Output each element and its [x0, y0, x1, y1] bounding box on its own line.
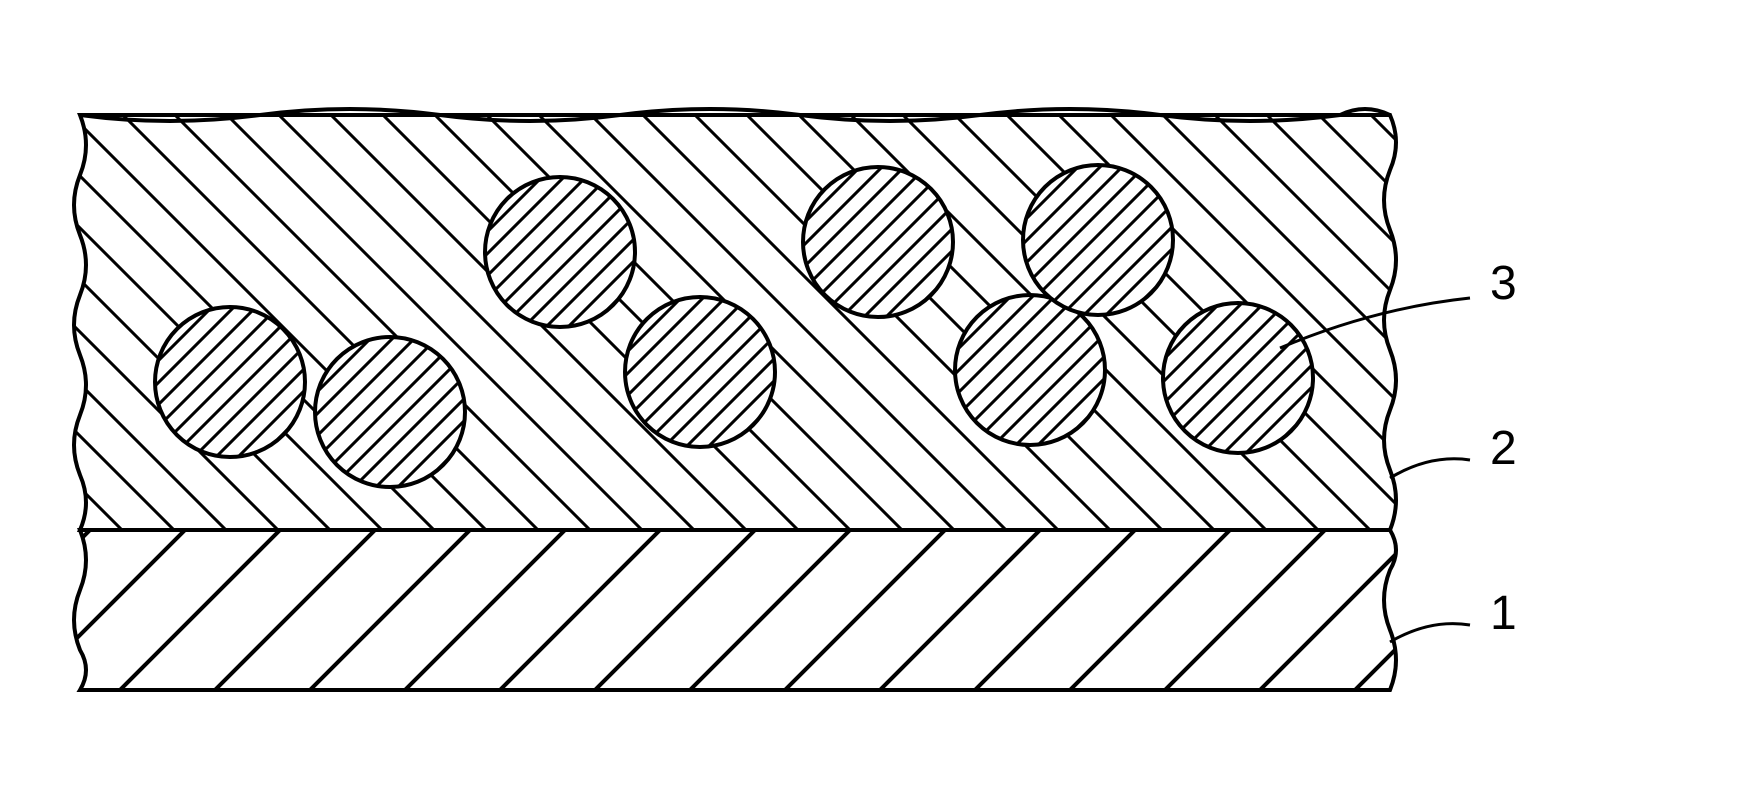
label-1: 1 — [1490, 586, 1517, 641]
label-3: 3 — [1490, 256, 1517, 311]
cross-section-diagram: 3 2 1 — [20, 20, 1558, 784]
label-2: 2 — [1490, 421, 1517, 476]
diagram-svg — [20, 20, 1558, 784]
